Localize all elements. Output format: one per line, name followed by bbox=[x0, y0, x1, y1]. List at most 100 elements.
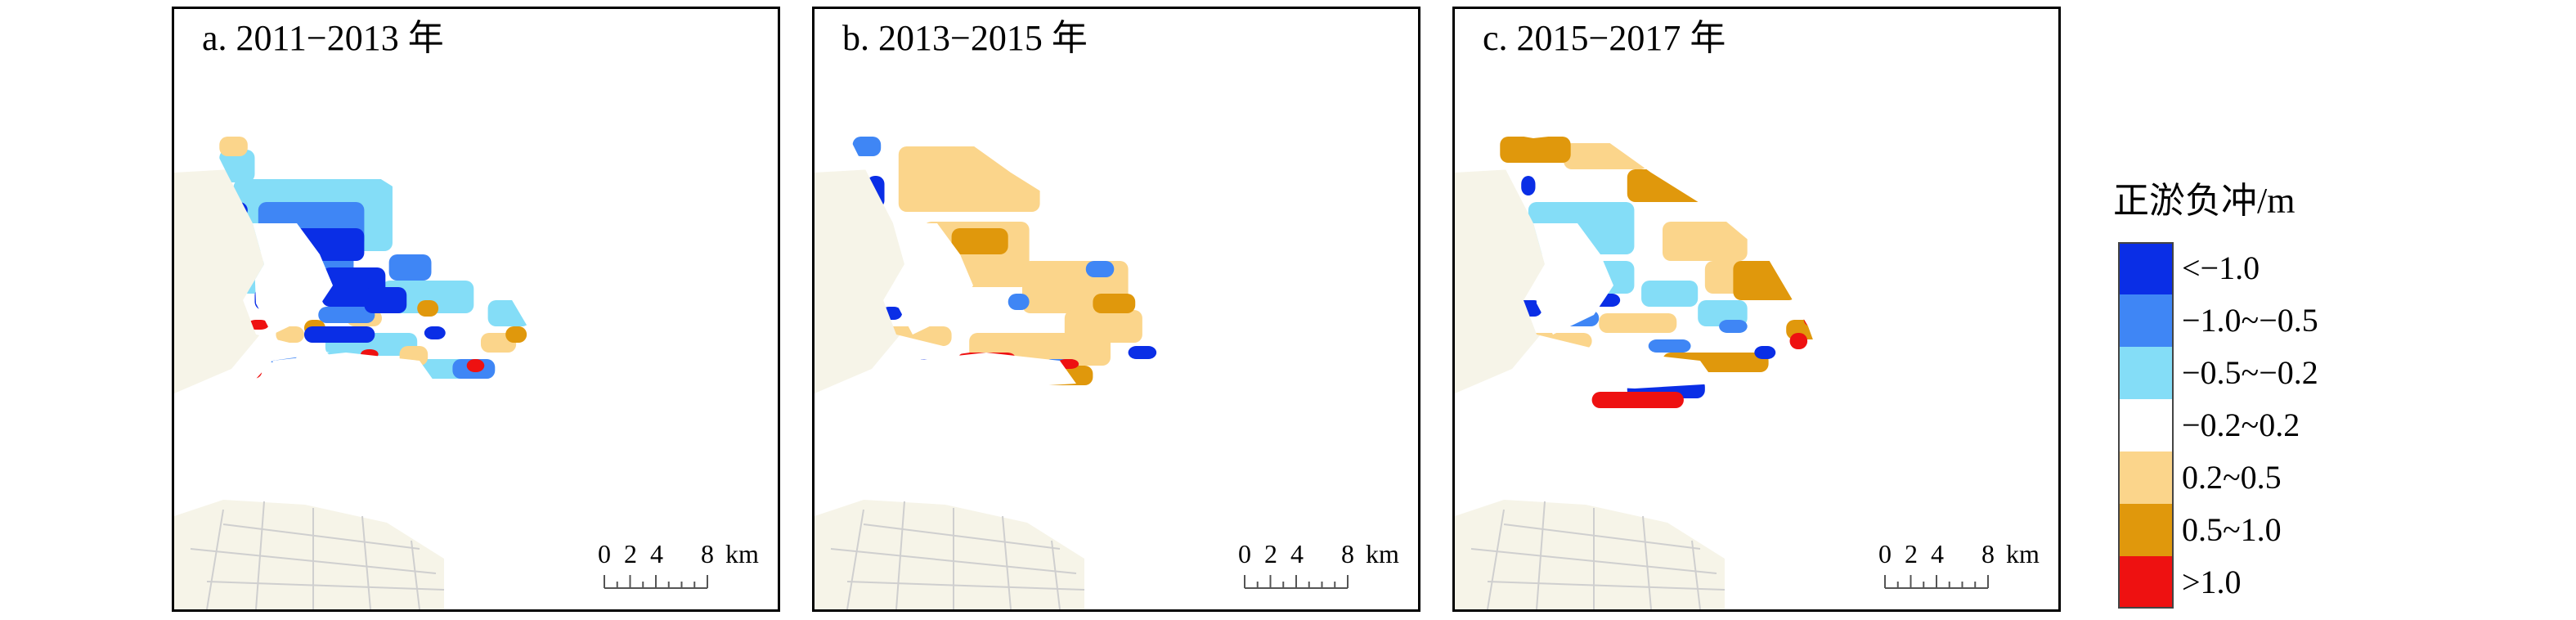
legend-swatch bbox=[2118, 504, 2174, 556]
map-canvas bbox=[174, 130, 559, 609]
legend-items: <−1.0 −1.0~−0.5 −0.5~−0.2 −0.2~0.2 0.2~0… bbox=[2118, 242, 2445, 609]
class-patch-vneg bbox=[1754, 346, 1776, 359]
class-patch-mpos bbox=[1093, 294, 1136, 313]
scale-tick-label: 8 bbox=[1341, 539, 1354, 568]
legend-item: −0.2~0.2 bbox=[2118, 399, 2445, 452]
land-area bbox=[1455, 500, 1725, 609]
legend-label: 0.2~0.5 bbox=[2182, 459, 2282, 496]
legend-item: 0.2~0.5 bbox=[2118, 452, 2445, 504]
class-patch-neg bbox=[1008, 294, 1030, 310]
erosion-deposition-area bbox=[846, 130, 1199, 457]
scale-tick-label: 0 bbox=[1238, 539, 1251, 568]
scale-unit: km bbox=[1366, 539, 1399, 568]
class-patch-lpos bbox=[1064, 310, 1142, 343]
scale-tick-label: 2 bbox=[1905, 539, 1918, 568]
legend-item: −1.0~−0.5 bbox=[2118, 294, 2445, 347]
legend-swatch bbox=[2118, 242, 2174, 294]
legend-item: 0.5~1.0 bbox=[2118, 504, 2445, 556]
channel bbox=[272, 353, 436, 389]
class-patch-neg bbox=[388, 254, 432, 281]
class-patch-mpos bbox=[505, 326, 527, 343]
scale-bar-ruler bbox=[1244, 575, 1349, 589]
legend: 正淤负冲/m <−1.0 −1.0~−0.5 −0.5~−0.2 −0.2~0.… bbox=[2113, 178, 2445, 609]
legend-swatch bbox=[2118, 294, 2174, 347]
panel-title: a. 2011−2013 年 bbox=[202, 18, 444, 58]
channel bbox=[913, 353, 1076, 389]
legend-swatch bbox=[2118, 452, 2174, 504]
class-patch-mneg bbox=[1641, 281, 1699, 307]
channel bbox=[1553, 353, 1717, 389]
class-patch-mneg bbox=[487, 300, 531, 326]
legend-item: >1.0 bbox=[2118, 556, 2445, 609]
class-patch-hpos bbox=[466, 359, 485, 372]
scale-tick-label: 8 bbox=[701, 539, 714, 568]
class-patch-neg bbox=[1719, 320, 1748, 333]
scale-tick-label: 4 bbox=[1931, 539, 1944, 568]
legend-label: >1.0 bbox=[2182, 564, 2242, 600]
legend-item: <−1.0 bbox=[2118, 242, 2445, 294]
legend-swatch bbox=[2118, 556, 2174, 609]
class-patch-neg bbox=[852, 137, 882, 156]
class-patch-lpos bbox=[1564, 143, 1649, 169]
legend-title: 正淤负冲/m bbox=[2113, 181, 2296, 221]
class-patch-lpos bbox=[898, 146, 1040, 212]
class-patch-neg bbox=[318, 307, 375, 323]
erosion-deposition-area bbox=[205, 130, 559, 457]
scale-tick-label: 4 bbox=[650, 539, 663, 568]
notch-area bbox=[1533, 223, 1613, 335]
class-patch-mpos bbox=[417, 300, 439, 317]
class-patch-mpos bbox=[1733, 261, 1797, 300]
erosion-deposition-area bbox=[1486, 130, 1839, 457]
scale-unit: km bbox=[725, 539, 759, 568]
class-patch-mneg bbox=[219, 150, 255, 182]
road-network bbox=[1470, 501, 1726, 609]
map-canvas bbox=[815, 130, 1199, 609]
class-patch-vneg bbox=[364, 287, 407, 313]
class-patch-hpos bbox=[1803, 313, 1819, 326]
road-network bbox=[830, 501, 1085, 609]
class-patch-neg bbox=[1648, 339, 1691, 353]
class-patch-vneg bbox=[1521, 176, 1536, 195]
class-patch-mpos bbox=[1627, 169, 1705, 202]
class-patch-lpos bbox=[1599, 313, 1677, 333]
class-patch-vneg bbox=[1128, 346, 1157, 359]
class-patch-lpos bbox=[1663, 222, 1748, 261]
scale-tick-label: 2 bbox=[624, 539, 637, 568]
class-patch-vneg bbox=[303, 326, 375, 343]
class-patch-mpos bbox=[951, 228, 1008, 254]
legend-swatch bbox=[2118, 347, 2174, 399]
class-patch-mpos bbox=[1500, 137, 1571, 163]
scale-unit: km bbox=[2006, 539, 2040, 568]
land-area bbox=[815, 500, 1084, 609]
scale-tick-label: 2 bbox=[1264, 539, 1277, 568]
class-patch-hpos bbox=[1789, 333, 1808, 349]
scale-tick-label: 8 bbox=[1981, 539, 1995, 568]
class-patch-lpos bbox=[276, 326, 304, 343]
scale-tick-label: 0 bbox=[1878, 539, 1892, 568]
legend-label: −0.2~0.2 bbox=[2182, 407, 2300, 443]
legend-swatch bbox=[2118, 399, 2174, 452]
legend-label: −0.5~−0.2 bbox=[2182, 354, 2318, 391]
legend-label: <−1.0 bbox=[2182, 249, 2260, 286]
class-patch-neg bbox=[1085, 261, 1115, 277]
scale-bar-ruler bbox=[1884, 575, 1989, 589]
legend-item: −0.5~−0.2 bbox=[2118, 347, 2445, 399]
class-patch-vneg bbox=[424, 326, 446, 339]
panel-title: b. 2013−2015 年 bbox=[842, 18, 1088, 58]
map-canvas bbox=[1455, 130, 1839, 609]
panel-title: c. 2015−2017 年 bbox=[1483, 18, 1726, 58]
class-patch-hpos bbox=[1591, 392, 1684, 408]
scale-tick-label: 4 bbox=[1290, 539, 1304, 568]
land-area bbox=[174, 500, 444, 609]
notch-area bbox=[253, 223, 333, 335]
scale-bar-ruler bbox=[604, 575, 708, 589]
legend-label: −1.0~−0.5 bbox=[2182, 302, 2318, 339]
class-patch-lpos bbox=[219, 137, 248, 156]
scale-tick-label: 0 bbox=[598, 539, 611, 568]
road-network bbox=[190, 501, 445, 609]
